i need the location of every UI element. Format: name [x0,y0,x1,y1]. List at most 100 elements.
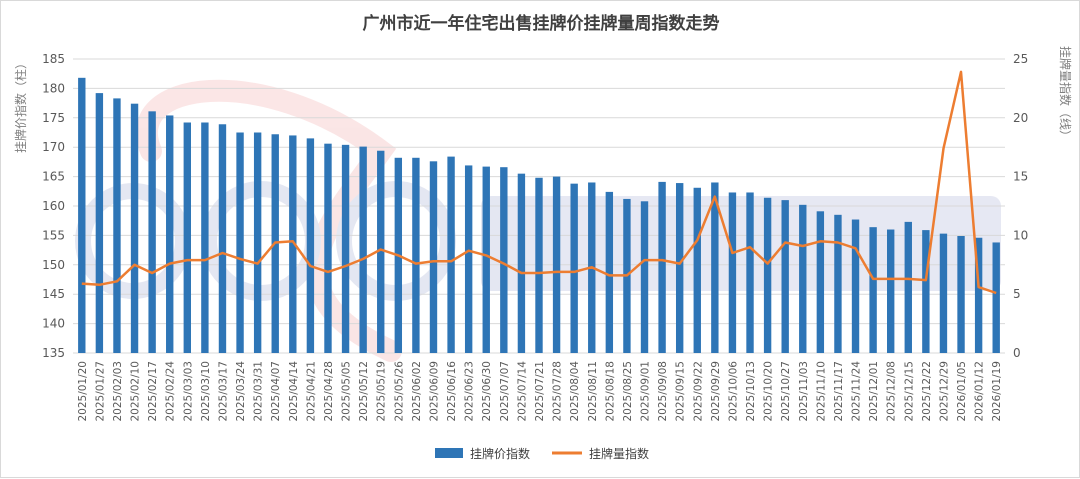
x-tick-label: 2026/01/19 [991,361,1003,422]
x-tick-label: 2025/12/22 [921,361,933,422]
bar [640,201,649,353]
x-tick-label: 2025/12/15 [903,361,915,422]
x-tick-label: 2025/05/26 [393,361,405,422]
bar [201,122,209,353]
bar [324,143,332,353]
bar [728,192,737,353]
bar [869,227,877,353]
x-tick-label: 2025/06/09 [429,361,441,422]
bar-series [78,77,1000,353]
bar [675,183,684,353]
left-tick-label: 150 [42,258,65,272]
x-tick-label: 2025/04/07 [270,361,282,422]
left-tick-label: 175 [42,111,65,125]
bar [482,166,490,353]
bar [535,177,543,353]
bar [711,182,719,353]
chart-title: 广州市近一年住宅出售挂牌价挂牌量周指数走势 [363,13,720,34]
bar [851,219,860,353]
bar [377,150,385,353]
x-tick-label: 2025/09/29 [710,361,722,422]
bar [816,211,825,353]
x-tick-label: 2026/01/05 [956,361,968,422]
x-tick-label: 2025/02/03 [112,361,124,422]
bar [570,183,578,353]
x-tick-label: 2025/08/11 [587,361,599,422]
bar [605,191,614,353]
x-tick-label: 2025/03/17 [218,361,230,422]
x-tick-label: 2025/06/23 [464,361,476,422]
left-axis-ticks: 135 140 145 150 155 160 165 170 175 180 185 [42,52,65,360]
left-axis-title: 挂牌价指数（柱） [13,57,28,153]
x-tick-label: 2025/09/22 [692,361,704,422]
x-tick-label: 2025/02/24 [165,361,177,422]
bar [253,132,262,353]
x-tick-label: 2025/11/03 [798,361,810,422]
x-tick-label: 2025/04/21 [305,361,317,422]
x-tick-label: 2025/12/08 [886,361,898,422]
bar [183,122,191,353]
x-tick-label: 2025/03/24 [235,361,247,422]
left-tick-label: 140 [42,317,65,331]
bar [799,204,807,353]
left-tick-label: 185 [42,52,65,66]
bar [746,192,754,353]
bar [922,230,930,353]
left-tick-label: 135 [42,346,65,360]
bar [130,103,139,353]
x-tick-label: 2025/07/21 [534,361,546,422]
x-tick-label: 2025/11/17 [833,361,845,422]
line-series [81,70,997,295]
left-tick-label: 155 [42,228,65,242]
bar [412,157,420,353]
bar [500,167,508,353]
bar [166,115,174,353]
bar [957,235,965,353]
x-tick-label: 2025/05/05 [341,361,353,422]
bar [904,221,912,353]
right-axis-title: 挂牌量指数（线） [1058,46,1073,142]
bar [359,146,367,353]
x-tick-label: 2025/06/02 [411,361,423,422]
bar [289,135,297,353]
bar [974,237,983,353]
x-tick-label: 2025/11/10 [815,361,827,422]
x-tick-label: 2025/01/20 [77,361,89,422]
x-tick-label: 2025/08/25 [622,361,634,422]
x-tick-label: 2025/03/10 [200,361,212,422]
x-tick-label: 2025/04/14 [288,361,300,422]
series-line [81,70,997,295]
x-tick-label: 2025/12/29 [939,361,951,422]
legend-line-label: 挂牌量指数 [589,446,649,461]
x-tick-label: 2025/03/03 [182,361,194,422]
x-tick-label: 2025/04/28 [323,361,335,422]
bar [341,144,350,353]
legend-bar-label: 挂牌价指数 [470,446,530,461]
bar [447,156,455,353]
bar [95,93,104,353]
x-tick-label: 2025/09/08 [657,361,669,422]
left-tick-label: 170 [42,140,65,154]
x-tick-label: 2025/05/19 [376,361,388,422]
right-tick-label: 15 [1013,170,1028,184]
x-tick-label: 2025/08/04 [569,361,581,422]
right-tick-label: 20 [1013,111,1028,125]
bar [693,187,701,353]
left-tick-label: 160 [42,199,65,213]
x-tick-label: 2025/10/13 [745,361,757,422]
x-tick-label: 2025/10/27 [780,361,792,422]
bar [218,124,227,353]
left-tick-label: 165 [42,170,65,184]
x-tick-label: 2025/02/10 [130,361,142,422]
bar [939,233,948,353]
legend-bar-swatch [435,448,463,458]
bar [763,197,772,353]
bar [781,200,789,353]
bar [887,229,895,353]
bar [306,138,315,353]
bar [464,165,473,353]
right-tick-label: 0 [1013,346,1021,360]
bar [552,176,561,353]
